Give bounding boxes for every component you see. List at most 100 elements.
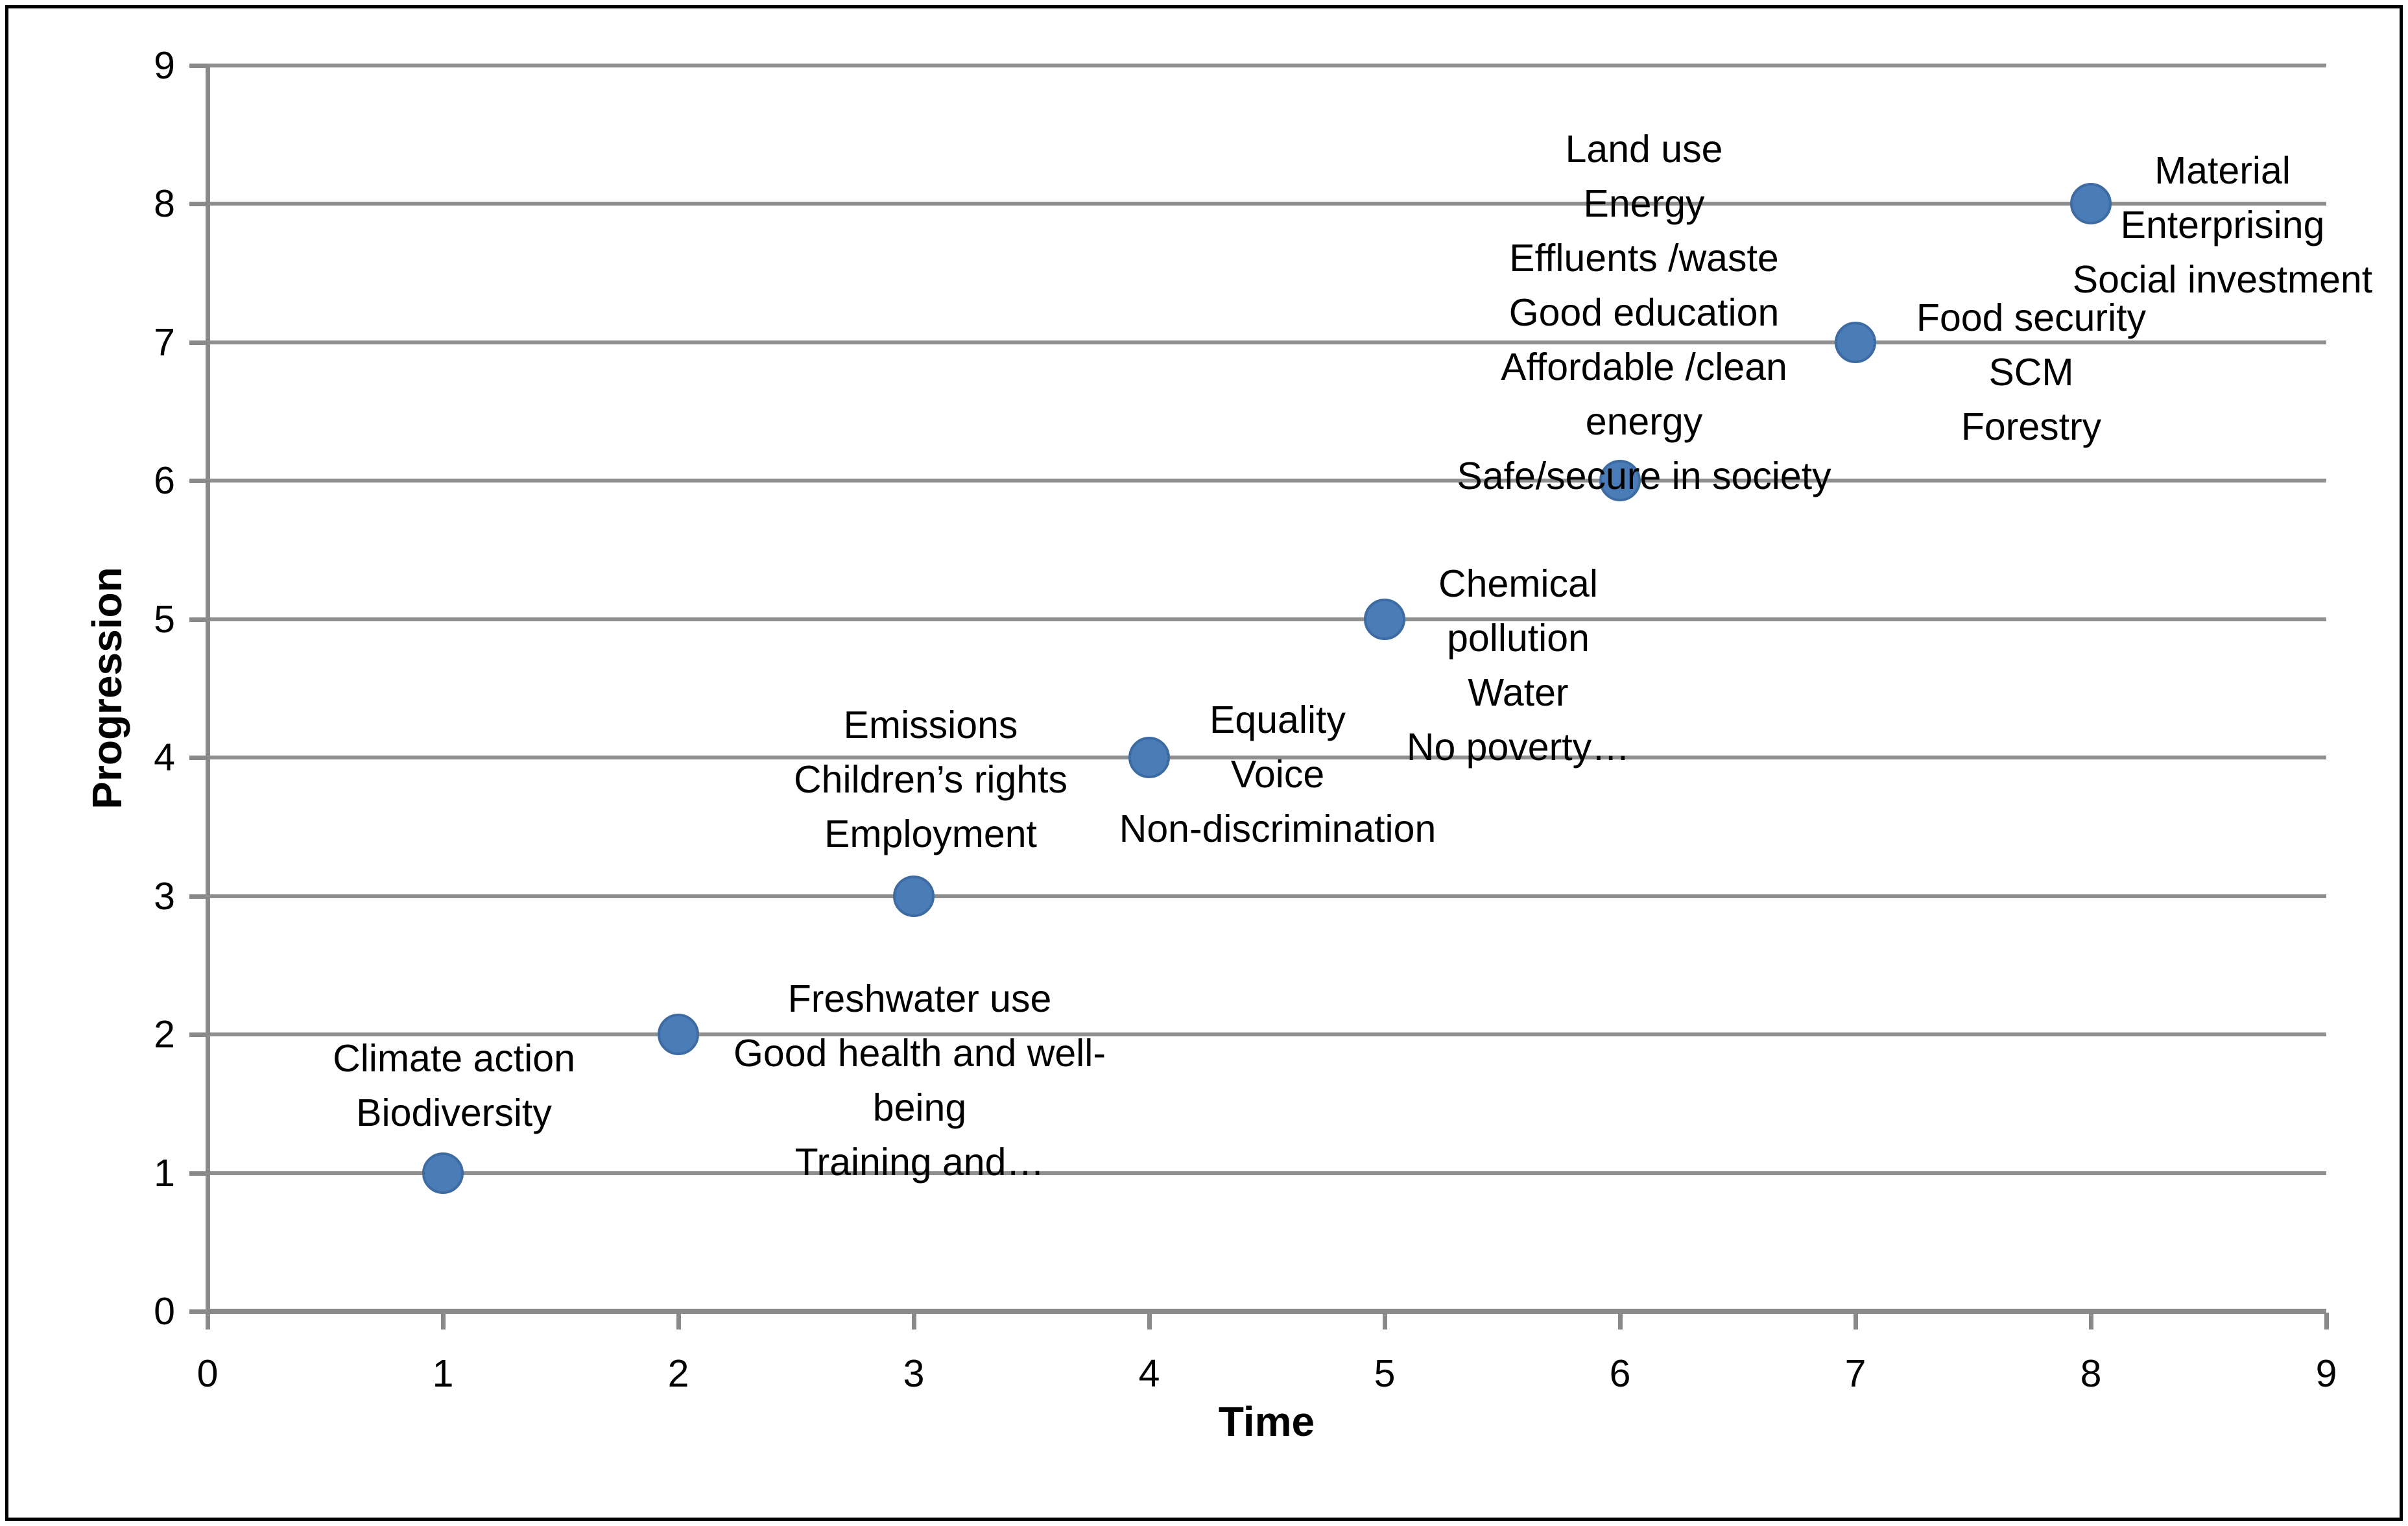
- y-tick-9: [189, 63, 208, 68]
- gridline-y-5: [208, 617, 2326, 621]
- point-label-2: Freshwater use Good health and well-being…: [733, 972, 1106, 1189]
- gridline-y-2: [208, 1032, 2326, 1036]
- point-label-line: SCM: [1988, 351, 2074, 394]
- point-label-line: Affordable /clean: [1501, 346, 1787, 388]
- y-tick-label-8: 8: [154, 182, 175, 225]
- y-tick-8: [189, 202, 208, 206]
- gridline-y-8: [208, 202, 2326, 206]
- point-label-1: Climate action Biodiversity: [333, 1031, 575, 1140]
- x-axis-title: Time: [1218, 1398, 1315, 1445]
- point-label-line: energy: [1585, 400, 1703, 443]
- y-tick-label-7: 7: [154, 320, 175, 364]
- gridline-y-3: [208, 894, 2326, 898]
- point-label-line: Equality: [1210, 698, 1346, 741]
- point-label-line: Forestry: [1961, 405, 2102, 448]
- data-point-3-3: [893, 875, 935, 917]
- x-tick-5: [1383, 1313, 1387, 1329]
- point-label-line: Safe/secure in society: [1457, 455, 1831, 497]
- point-label-line: Voice: [1230, 753, 1325, 796]
- x-tick-6: [1618, 1313, 1623, 1329]
- point-label-4: Equality Voice Non-discrimination: [1119, 693, 1436, 856]
- data-point-4-4: [1128, 737, 1170, 778]
- y-tick-5: [189, 617, 208, 622]
- x-tick-4: [1147, 1313, 1152, 1329]
- y-tick-6: [189, 479, 208, 483]
- point-label-line: Employment: [824, 813, 1037, 855]
- point-label-line: Training and…: [794, 1141, 1045, 1184]
- point-label-line: Water: [1468, 671, 1569, 714]
- point-label-line: Enterprising: [2120, 204, 2325, 246]
- point-label-line: No poverty…: [1406, 726, 1630, 769]
- point-label-5: Chemical pollution Water No poverty…: [1407, 556, 1630, 774]
- data-point-6-6: [1599, 460, 1641, 501]
- point-label-3: Emissions Children’s rights Employment: [794, 698, 1067, 861]
- gridline-y-6: [208, 479, 2326, 483]
- gridline-y-1: [208, 1171, 2326, 1175]
- y-tick-label-1: 1: [154, 1151, 175, 1195]
- y-tick-1: [189, 1171, 208, 1176]
- point-label-7: Food security SCM Forestry: [1916, 291, 2146, 454]
- x-tick-label-4: 4: [1138, 1352, 1160, 1395]
- gridline-y-4: [208, 756, 2326, 759]
- point-label-line: Climate action: [333, 1037, 575, 1080]
- y-axis-line: [206, 65, 210, 1311]
- y-tick-label-6: 6: [154, 459, 175, 502]
- point-label-line: Chemical: [1438, 562, 1598, 605]
- gridline-y-9: [208, 63, 2326, 67]
- y-tick-label-4: 4: [154, 736, 175, 779]
- x-tick-label-0: 0: [197, 1352, 219, 1395]
- chart-border: [5, 5, 2403, 1521]
- x-tick-7: [1854, 1313, 1858, 1329]
- point-label-6: Land use Energy Effluents /waste Good educa…: [1457, 122, 1831, 503]
- y-tick-label-2: 2: [154, 1013, 175, 1056]
- point-label-line: Social investment: [2072, 258, 2373, 301]
- data-point-1-1: [422, 1152, 464, 1194]
- point-label-line: Freshwater use: [787, 977, 1052, 1020]
- x-tick-9: [2324, 1313, 2329, 1329]
- point-label-line: Good education: [1508, 291, 1780, 334]
- data-point-7-7: [1835, 321, 1876, 363]
- point-label-line: Children’s rights: [794, 758, 1067, 801]
- x-tick-label-3: 3: [903, 1352, 925, 1395]
- point-label-line: Good health and well-: [733, 1032, 1106, 1075]
- x-tick-label-6: 6: [1609, 1352, 1631, 1395]
- point-label-line: Effluents /waste: [1509, 237, 1779, 280]
- y-axis-title: Progression: [84, 567, 130, 809]
- x-tick-label-8: 8: [2080, 1352, 2102, 1395]
- point-label-line: being: [872, 1086, 967, 1129]
- x-tick-0: [206, 1313, 210, 1329]
- y-tick-label-5: 5: [154, 597, 175, 641]
- y-tick-label-9: 9: [154, 43, 175, 87]
- point-label-line: Emissions: [843, 704, 1018, 746]
- point-label-line: Food security: [1916, 296, 2147, 339]
- y-tick-3: [189, 894, 208, 899]
- x-tick-8: [2089, 1313, 2093, 1329]
- data-point-8-8: [2070, 183, 2112, 224]
- x-tick-1: [441, 1313, 446, 1329]
- point-label-line: Biodiversity: [356, 1091, 552, 1134]
- y-tick-0: [189, 1309, 208, 1314]
- x-tick-2: [676, 1313, 681, 1329]
- x-tick-label-1: 1: [432, 1352, 454, 1395]
- point-label-line: Material: [2154, 149, 2291, 192]
- point-label-line: Land use: [1565, 128, 1723, 171]
- x-tick-3: [912, 1313, 916, 1329]
- y-tick-7: [189, 340, 208, 345]
- x-tick-label-9: 9: [2315, 1352, 2337, 1395]
- y-tick-label-3: 3: [154, 874, 175, 918]
- y-tick-label-0: 0: [154, 1290, 175, 1333]
- x-tick-label-7: 7: [1844, 1352, 1866, 1395]
- point-label-line: pollution: [1447, 617, 1590, 660]
- point-label-line: Energy: [1583, 182, 1705, 225]
- y-tick-4: [189, 756, 208, 760]
- point-label-8: Material Enterprising Social investment: [2073, 143, 2372, 307]
- data-point-2-2: [658, 1014, 699, 1055]
- x-axis-line: [206, 1309, 2326, 1314]
- y-tick-2: [189, 1032, 208, 1037]
- point-label-line: Non-discrimination: [1119, 807, 1436, 850]
- data-point-5-5: [1364, 598, 1405, 640]
- gridline-y-7: [208, 340, 2326, 344]
- x-tick-label-2: 2: [667, 1352, 689, 1395]
